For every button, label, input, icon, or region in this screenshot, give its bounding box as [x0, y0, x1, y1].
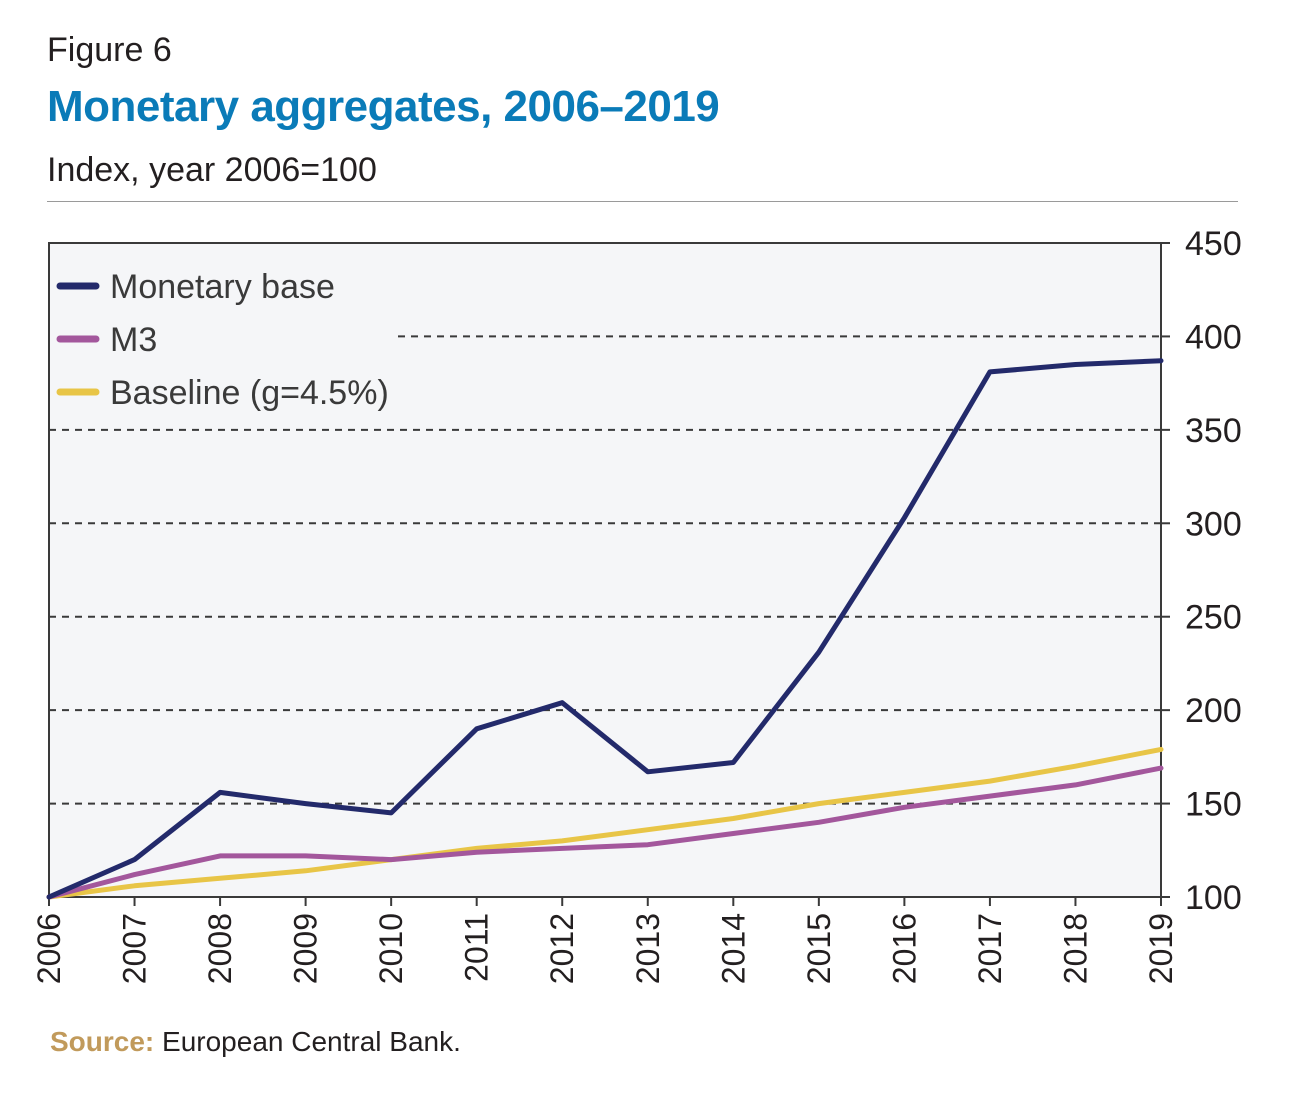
x-tick-label-2015: 2015	[801, 913, 837, 984]
plot-frame	[48, 242, 1162, 898]
source-text: European Central Bank.	[154, 1026, 461, 1057]
x-tick-label-2012: 2012	[544, 913, 580, 984]
x-tick-label-2017: 2017	[972, 913, 1008, 984]
legend-label-m3: M3	[110, 321, 157, 359]
x-tick-label-2014: 2014	[715, 913, 751, 984]
x-tick-label-2006: 2006	[31, 913, 67, 984]
x-tick-label-2009: 2009	[288, 913, 324, 984]
y-tick-label-450: 450	[1185, 225, 1242, 263]
series-line-monetary-base	[46, 358, 1164, 900]
y-tick-label-350: 350	[1185, 412, 1242, 450]
plot-background	[49, 243, 1161, 897]
source-label: Source:	[50, 1026, 155, 1057]
x-tick-label-2011: 2011	[459, 913, 495, 982]
x-tick-label-2019: 2019	[1143, 913, 1179, 984]
y-tick-label-150: 150	[1185, 786, 1242, 824]
x-tick-label-2008: 2008	[202, 913, 238, 984]
y-tick-label-200: 200	[1185, 692, 1242, 730]
chart-title: Monetary aggregates, 2006–2019	[47, 82, 720, 131]
y-tick-label-300: 300	[1185, 505, 1242, 543]
y-tick-label-100: 100	[1185, 879, 1242, 917]
x-tick-label-2013: 2013	[630, 913, 666, 984]
y-tick-label-250: 250	[1185, 599, 1242, 637]
series-line-baseline-g-4-5	[46, 746, 1164, 900]
figure-label: Figure 6	[47, 31, 172, 69]
source-note: Source: European Central Bank.	[50, 1022, 461, 1062]
series-line-m3	[46, 765, 1164, 900]
x-tick-label-2010: 2010	[373, 913, 409, 984]
legend-label-monetary-base: Monetary base	[110, 268, 335, 306]
y-tick-label-400: 400	[1185, 318, 1242, 356]
legend-label-baseline-g-4-5: Baseline (g=4.5%)	[110, 374, 389, 412]
x-tick-label-2016: 2016	[886, 913, 922, 984]
x-tick-label-2018: 2018	[1057, 913, 1093, 984]
x-tick-label-2007: 2007	[117, 913, 153, 984]
chart-subtitle: Index, year 2006=100	[47, 151, 377, 189]
header-divider	[47, 201, 1238, 202]
